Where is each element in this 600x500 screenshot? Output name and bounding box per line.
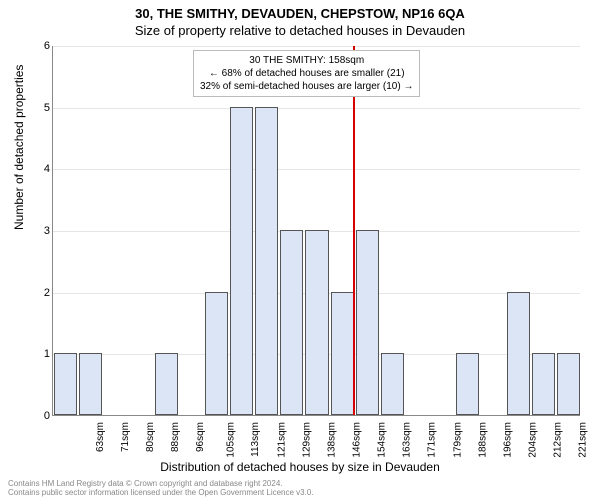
x-tick-label: 113sqm (250, 422, 261, 457)
bar (557, 353, 580, 415)
bar (280, 230, 303, 415)
x-tick-label: 196sqm (502, 422, 513, 458)
bar (356, 230, 379, 415)
bar (456, 353, 479, 415)
footer-line2: Contains public sector information licen… (8, 488, 314, 498)
x-axis-label: Distribution of detached houses by size … (0, 460, 600, 474)
y-tick-label: 3 (30, 225, 50, 237)
x-tick-label: 146sqm (352, 422, 363, 458)
bar (230, 107, 253, 415)
y-tick-label: 0 (30, 410, 50, 422)
footer: Contains HM Land Registry data © Crown c… (8, 479, 314, 498)
x-tick-label: 212sqm (553, 422, 564, 458)
annotation-line1: 30 THE SMITHY: 158sqm (200, 54, 413, 67)
bar (205, 292, 228, 415)
x-tick-label: 88sqm (170, 422, 181, 452)
x-tick-label: 188sqm (477, 422, 488, 458)
gridline (53, 108, 580, 109)
y-axis-label: Number of detached properties (12, 65, 26, 230)
x-tick-label: 105sqm (226, 422, 237, 458)
marker-line (353, 46, 355, 415)
x-tick-label: 171sqm (427, 422, 438, 458)
x-tick-label: 71sqm (120, 422, 131, 452)
annotation-box: 30 THE SMITHY: 158sqm← 68% of detached h… (193, 50, 420, 97)
x-tick-label: 163sqm (402, 422, 413, 458)
annotation-line3: 32% of semi-detached houses are larger (… (200, 80, 413, 93)
plot: 30 THE SMITHY: 158sqm← 68% of detached h… (52, 46, 580, 416)
x-tick-label: 204sqm (528, 422, 539, 458)
bar (381, 353, 404, 415)
bar (331, 292, 354, 415)
chart-subtitle: Size of property relative to detached ho… (0, 21, 600, 38)
bar (54, 353, 77, 415)
x-tick-label: 63sqm (95, 422, 106, 452)
bar (255, 107, 278, 415)
gridline (53, 46, 580, 47)
bar (79, 353, 102, 415)
x-tick-label: 221sqm (578, 422, 589, 458)
x-tick-label: 138sqm (326, 422, 337, 458)
y-tick-label: 5 (30, 102, 50, 114)
y-tick-label: 4 (30, 163, 50, 175)
bar (155, 353, 178, 415)
x-tick-label: 80sqm (145, 422, 156, 452)
y-tick-label: 2 (30, 287, 50, 299)
x-tick-label: 179sqm (452, 422, 463, 458)
y-tick-label: 6 (30, 40, 50, 52)
plot-area: 0123456 30 THE SMITHY: 158sqm← 68% of de… (52, 46, 580, 416)
footer-line1: Contains HM Land Registry data © Crown c… (8, 479, 314, 489)
gridline (53, 169, 580, 170)
x-tick-label: 121sqm (276, 422, 287, 458)
chart-title: 30, THE SMITHY, DEVAUDEN, CHEPSTOW, NP16… (0, 0, 600, 21)
bar (532, 353, 555, 415)
chart-container: 30, THE SMITHY, DEVAUDEN, CHEPSTOW, NP16… (0, 0, 600, 500)
bar (305, 230, 328, 415)
x-tick-label: 129sqm (301, 422, 312, 458)
annotation-line2: ← 68% of detached houses are smaller (21… (200, 67, 413, 80)
x-tick-label: 154sqm (377, 422, 388, 458)
y-axis: 0123456 (30, 46, 50, 416)
bar (507, 292, 530, 415)
y-tick-label: 1 (30, 348, 50, 360)
x-tick-label: 96sqm (195, 422, 206, 452)
